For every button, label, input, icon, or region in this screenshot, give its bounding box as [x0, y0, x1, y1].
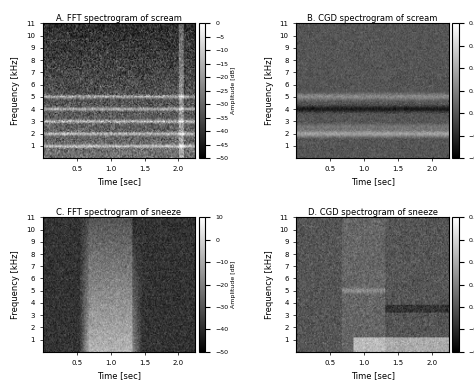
Title: A. FFT spectrogram of scream: A. FFT spectrogram of scream	[56, 14, 182, 23]
X-axis label: Time [sec]: Time [sec]	[97, 177, 141, 186]
Y-axis label: Frequency [kHz]: Frequency [kHz]	[265, 56, 274, 125]
Title: B. CGD spectrogram of scream: B. CGD spectrogram of scream	[308, 14, 438, 23]
Title: D. CGD spectrogram of sneeze: D. CGD spectrogram of sneeze	[308, 208, 438, 217]
Y-axis label: Amplitude [dB]: Amplitude [dB]	[231, 67, 236, 115]
Y-axis label: Amplitude [dB]: Amplitude [dB]	[231, 261, 236, 308]
Y-axis label: Frequency [kHz]: Frequency [kHz]	[11, 250, 20, 319]
Y-axis label: Frequency [kHz]: Frequency [kHz]	[265, 250, 274, 319]
Title: C. FFT spectrogram of sneeze: C. FFT spectrogram of sneeze	[56, 208, 182, 217]
Y-axis label: Frequency [kHz]: Frequency [kHz]	[11, 56, 20, 125]
X-axis label: Time [sec]: Time [sec]	[351, 177, 394, 186]
X-axis label: Time [sec]: Time [sec]	[97, 371, 141, 380]
X-axis label: Time [sec]: Time [sec]	[351, 371, 394, 380]
